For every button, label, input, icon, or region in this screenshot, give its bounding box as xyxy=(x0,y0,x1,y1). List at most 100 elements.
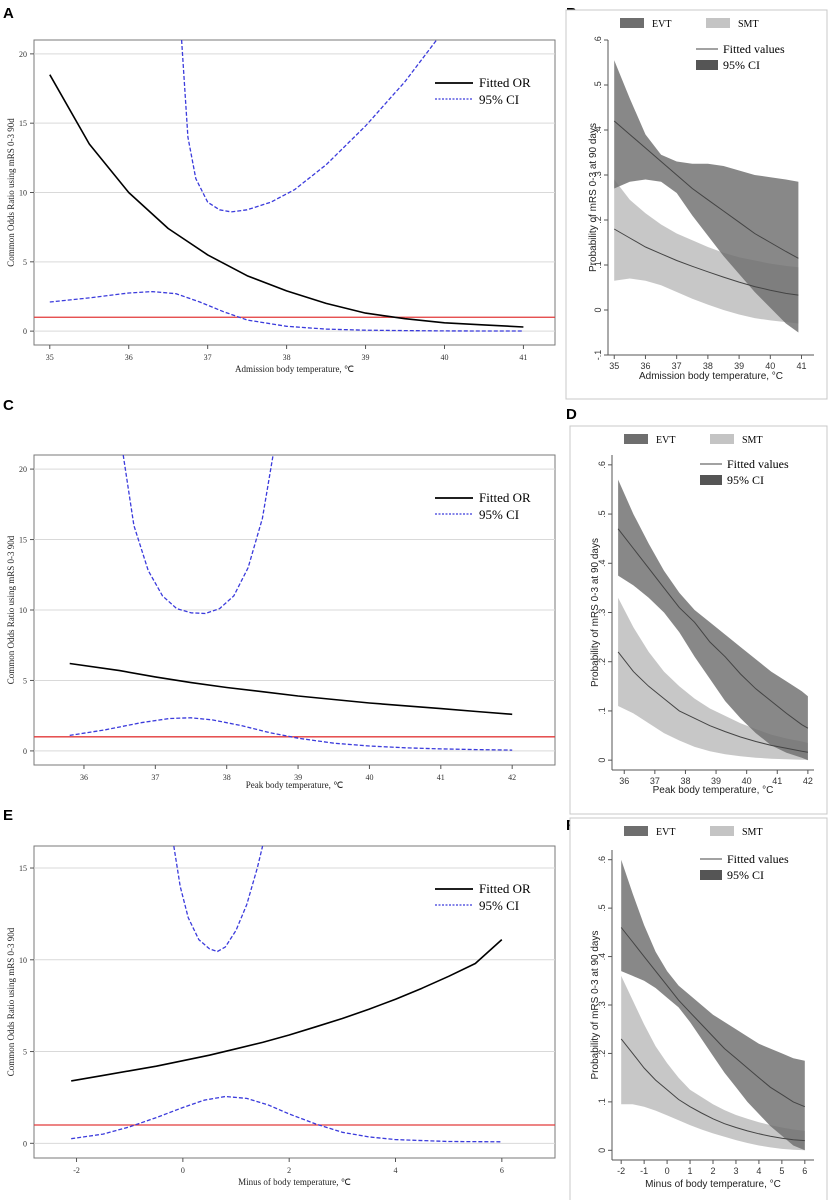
y-tick-label: .1 xyxy=(597,1098,607,1106)
smt-ci-band xyxy=(621,975,805,1151)
fitted-or-line xyxy=(69,662,513,716)
x-tick-label: 42 xyxy=(803,776,813,786)
y-tick-label: .1 xyxy=(597,707,607,715)
legend-ci-label: 95% CI xyxy=(479,898,519,913)
evt-fit-line xyxy=(613,120,799,259)
x-axis-label: Minus of body temperature, ℃ xyxy=(238,1177,351,1187)
x-tick-label: -2 xyxy=(617,1166,625,1176)
y-tick-label: 0 xyxy=(597,1148,607,1153)
y-tick-label: 15 xyxy=(19,864,27,873)
fitted-or-line xyxy=(49,74,524,328)
smt-fit-line xyxy=(617,651,808,753)
x-tick-label: 0 xyxy=(181,1166,185,1175)
y-tick-label: .4 xyxy=(597,560,607,568)
x-tick-label: 38 xyxy=(283,353,291,362)
legend-evt-label: EVT xyxy=(652,19,671,30)
x-tick-label: 41 xyxy=(797,361,807,371)
plot-lines xyxy=(34,455,555,751)
x-tick-label: 40 xyxy=(440,353,448,362)
legend-fitted-label: Fitted values xyxy=(727,457,789,471)
evt-ci-band xyxy=(618,479,808,761)
ci-upper-line xyxy=(122,455,274,615)
y-tick-label: 15 xyxy=(19,536,27,545)
y-axis-label: Common Odds Ratio using mRS 0-3 90d xyxy=(6,118,16,267)
plot-bands xyxy=(617,479,809,761)
x-axis-label: Admission body temperature, ℃ xyxy=(235,364,354,374)
x-axis-label: Peak body temperature, °C xyxy=(653,785,774,796)
x-tick-label: 36 xyxy=(80,773,88,782)
ci-lower-line xyxy=(71,1095,502,1143)
y-tick-label: 20 xyxy=(19,465,27,474)
x-tick-label: 37 xyxy=(672,361,682,371)
y-tick-label: .3 xyxy=(597,1001,607,1009)
x-tick-label: 6 xyxy=(500,1166,504,1175)
x-tick-label: 2 xyxy=(287,1166,291,1175)
y-tick-label: 10 xyxy=(19,606,27,615)
panel-label-d: D xyxy=(566,406,577,423)
plot-bands xyxy=(613,60,799,333)
y-tick-label: .3 xyxy=(593,171,603,179)
x-tick-label: 40 xyxy=(765,361,775,371)
y-tick-label: .6 xyxy=(597,856,607,864)
y-tick-label: .2 xyxy=(597,1050,607,1058)
y-tick-label: 5 xyxy=(23,676,27,685)
legend-ci-label: 95% CI xyxy=(727,868,764,882)
legend-ci-label: 95% CI xyxy=(727,473,764,487)
legend-evt-label: EVT xyxy=(656,827,675,838)
legend-smt-swatch xyxy=(710,826,734,836)
fitted-or-line xyxy=(71,939,503,1082)
legend-ci-label: 95% CI xyxy=(723,58,760,72)
legend-smt-label: SMT xyxy=(738,19,759,30)
x-tick-label: 39 xyxy=(362,353,370,362)
panel-f-chart: EVT SMT 0 .1 .2 .3 .4 .5 .6 -2 -1 0 1 2 3 4 5 6 Fitted val… xyxy=(569,817,828,1200)
panel-e-chart: 0 5 10 15 -2 0 2 4 6 Fitted OR 95% CI Minus of body… xyxy=(6,845,556,1187)
evt-fit-line xyxy=(617,528,809,729)
x-tick-label: 1 xyxy=(688,1166,693,1176)
x-tick-label: 35 xyxy=(609,361,619,371)
legend-fitted-label: Fitted OR xyxy=(479,490,531,505)
y-tick-label: .5 xyxy=(597,904,607,912)
ci-upper-line xyxy=(173,846,264,953)
y-tick-label: .3 xyxy=(597,609,607,617)
y-tick-label: .5 xyxy=(593,81,603,89)
y-tick-label: 0 xyxy=(597,758,607,763)
legend-smt-swatch xyxy=(706,18,730,28)
y-tick-label: .6 xyxy=(593,36,603,44)
x-tick-label: 41 xyxy=(519,353,527,362)
legend-ci-swatch xyxy=(696,60,718,70)
x-tick-label: 41 xyxy=(772,776,782,786)
legend-ci-swatch xyxy=(700,870,722,880)
y-tick-label: 10 xyxy=(19,189,27,198)
y-axis-label: Probability of mRS 0-3 at 90 days xyxy=(590,931,601,1080)
panel-label-a: A xyxy=(3,5,14,22)
x-tick-label: 41 xyxy=(437,773,445,782)
panel-d: D EVT SMT 0 .1 .2 .3 .4 .5 .6 36 37 38 39 40 41 42 Fitte… xyxy=(566,406,828,815)
y-tick-label: .6 xyxy=(597,461,607,469)
x-tick-label: 40 xyxy=(742,776,752,786)
x-tick-label: 36 xyxy=(125,353,133,362)
panel-b: B EVTSMT-.10.1.2.3.4.5.635363738394041Fi… xyxy=(565,5,828,400)
legend-ci-swatch xyxy=(700,475,722,485)
evt-fit-line xyxy=(620,927,805,1108)
y-tick-label: -.1 xyxy=(593,350,603,361)
y-tick-label: 20 xyxy=(19,50,27,59)
y-tick-label: 5 xyxy=(23,258,27,267)
y-tick-label: 15 xyxy=(19,119,27,128)
ci-upper-line xyxy=(180,40,438,213)
x-axis-label: Minus of body temperature, °C xyxy=(645,1179,781,1190)
panel-c-chart: 0 5 10 15 20 36 37 38 39 40 41 42 Fitted OR 95% CI Pea… xyxy=(6,454,556,790)
x-tick-label: 38 xyxy=(680,776,690,786)
legend-evt-swatch xyxy=(624,826,648,836)
panel-a-chart: 0 5 10 15 20 35 36 37 38 39 40 41 Fitted OR 95% CI Adm… xyxy=(6,39,556,374)
smt-fit-line xyxy=(613,228,799,296)
y-tick-label: 0 xyxy=(23,1139,27,1148)
legend-fitted-label: Fitted values xyxy=(723,42,785,56)
ci-lower-line xyxy=(49,290,524,332)
panel-a: A 0 5 10 15 20 35 36 37 38 39 40 41 Fitted OR 95% CI A… xyxy=(3,5,556,374)
y-tick-label: 5 xyxy=(23,1048,27,1057)
x-tick-label: 37 xyxy=(204,353,212,362)
x-tick-label: 36 xyxy=(640,361,650,371)
x-tick-label: 6 xyxy=(802,1166,807,1176)
legend-evt-swatch xyxy=(624,434,648,444)
